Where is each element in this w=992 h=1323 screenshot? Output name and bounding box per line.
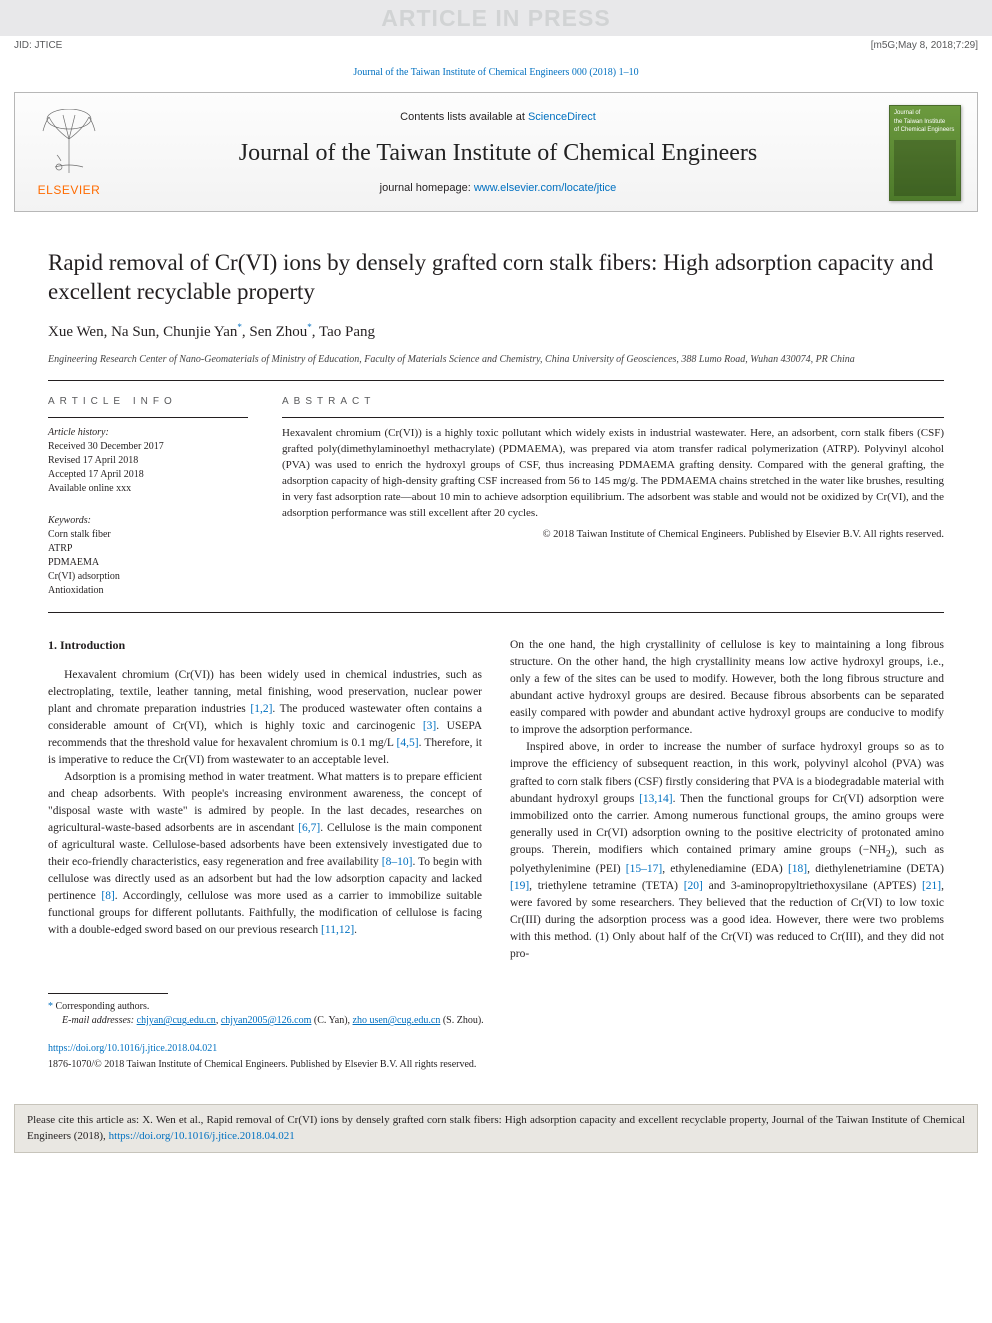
ref-3[interactable]: [3] bbox=[423, 720, 436, 732]
body-col-right: On the one hand, the high crystallinity … bbox=[510, 637, 944, 963]
journal-citation-row: Journal of the Taiwan Institute of Chemi… bbox=[0, 56, 992, 92]
col2-para2: Inspired above, in order to increase the… bbox=[510, 739, 944, 963]
doi-link[interactable]: https://doi.org/10.1016/j.jtice.2018.04.… bbox=[48, 1043, 217, 1054]
journal-citation-link[interactable]: Journal of the Taiwan Institute of Chemi… bbox=[353, 67, 638, 78]
cite-box: Please cite this article as: X. Wen et a… bbox=[14, 1104, 978, 1153]
keyword-2: PDMAEMA bbox=[48, 556, 248, 570]
article-info-col: article info Article history: Received 3… bbox=[48, 395, 248, 598]
history-accepted: Accepted 17 April 2018 bbox=[48, 468, 248, 482]
history-received: Received 30 December 2017 bbox=[48, 440, 248, 454]
ref-20[interactable]: [20] bbox=[684, 880, 703, 892]
abstract-head: abstract bbox=[282, 395, 944, 409]
ref-1-2[interactable]: [1,2] bbox=[250, 703, 272, 715]
history-label: Article history: bbox=[48, 426, 248, 440]
masthead: ELSEVIER Contents lists available at Sci… bbox=[14, 92, 978, 212]
publisher-logo: ELSEVIER bbox=[31, 108, 107, 199]
corr-asterisk: * bbox=[48, 1001, 53, 1012]
keyword-4: Antioxidation bbox=[48, 584, 248, 598]
email-line: E-mail addresses: chjyan@cug.edu.cn, chj… bbox=[48, 1014, 944, 1028]
article-area: Rapid removal of Cr(VI) ions by densely … bbox=[0, 212, 992, 1084]
ref-19[interactable]: [19] bbox=[510, 880, 529, 892]
email-3-paren: (S. Zhou). bbox=[443, 1015, 484, 1026]
journal-cover-thumb: Journal of the Taiwan Institute of Chemi… bbox=[889, 105, 961, 201]
doi-line: https://doi.org/10.1016/j.jtice.2018.04.… bbox=[48, 1042, 944, 1056]
publisher-name: ELSEVIER bbox=[38, 182, 101, 199]
email-2-paren: (C. Yan), bbox=[314, 1015, 350, 1026]
ref-8[interactable]: [8] bbox=[101, 890, 114, 902]
issn-copyright: 1876-1070/© 2018 Taiwan Institute of Che… bbox=[48, 1058, 944, 1072]
col1-para2: Adsorption is a promising method in wate… bbox=[48, 769, 482, 939]
watermark-bar: ARTICLE IN PRESS bbox=[0, 0, 992, 36]
abstract-copyright: © 2018 Taiwan Institute of Chemical Engi… bbox=[282, 528, 944, 543]
elsevier-tree-icon bbox=[34, 108, 104, 178]
authors: Xue Wen, Na Sun, Chunjie Yan*, Sen Zhou*… bbox=[48, 321, 944, 343]
body-col-left: 1. Introduction Hexavalent chromium (Cr(… bbox=[48, 637, 482, 963]
cover-body bbox=[894, 140, 956, 196]
header-strip: JID: JTICE [m5G;May 8, 2018;7:29] bbox=[0, 36, 992, 56]
masthead-center: Contents lists available at ScienceDirec… bbox=[125, 110, 871, 196]
ref-21[interactable]: [21] bbox=[922, 880, 941, 892]
affiliation: Engineering Research Center of Nano-Geom… bbox=[48, 353, 944, 367]
footnote-rule bbox=[48, 993, 168, 994]
abstract-col: abstract Hexavalent chromium (Cr(VI)) is… bbox=[282, 395, 944, 598]
cite-doi-link[interactable]: https://doi.org/10.1016/j.jtice.2018.04.… bbox=[109, 1130, 295, 1142]
ref-13-14[interactable]: [13,14] bbox=[639, 793, 673, 805]
article-title: Rapid removal of Cr(VI) ions by densely … bbox=[48, 248, 944, 307]
cover-line1: Journal of bbox=[894, 110, 956, 117]
journal-name: Journal of the Taiwan Institute of Chemi… bbox=[125, 137, 871, 171]
abstract-text: Hexavalent chromium (Cr(VI)) is a highly… bbox=[282, 426, 944, 522]
meta-abstract-row: article info Article history: Received 3… bbox=[48, 395, 944, 598]
contents-prefix: Contents lists available at bbox=[400, 111, 528, 123]
keywords-block: Keywords: Corn stalk fiber ATRP PDMAEMA … bbox=[48, 514, 248, 598]
corr-mark-1: * bbox=[237, 322, 242, 332]
corr-note: * Corresponding authors. bbox=[48, 1000, 944, 1014]
ref-6-7[interactable]: [6,7] bbox=[298, 822, 320, 834]
ref-18[interactable]: [18] bbox=[788, 863, 807, 875]
footnotes: * Corresponding authors. E-mail addresse… bbox=[48, 983, 944, 1028]
email-3[interactable]: zho usen@cug.edu.cn bbox=[353, 1015, 441, 1026]
watermark-text: ARTICLE IN PRESS bbox=[381, 2, 610, 34]
rule-mid bbox=[48, 612, 944, 613]
history-revised: Revised 17 April 2018 bbox=[48, 454, 248, 468]
rule-abstract bbox=[282, 417, 944, 418]
jid-left: JID: JTICE bbox=[14, 39, 62, 53]
history-block: Article history: Received 30 December 20… bbox=[48, 426, 248, 496]
corr-mark-2: * bbox=[307, 322, 312, 332]
cover-line3: of Chemical Engineers bbox=[894, 127, 956, 134]
cover-line2: the Taiwan Institute bbox=[894, 119, 956, 126]
ref-15-17[interactable]: [15–17] bbox=[626, 863, 662, 875]
email-label: E-mail addresses: bbox=[62, 1015, 134, 1026]
history-online: Available online xxx bbox=[48, 482, 248, 496]
rule-info bbox=[48, 417, 248, 418]
keyword-3: Cr(VI) adsorption bbox=[48, 570, 248, 584]
email-2[interactable]: chjyan2005@126.com bbox=[221, 1015, 312, 1026]
keyword-1: ATRP bbox=[48, 542, 248, 556]
jid-right: [m5G;May 8, 2018;7:29] bbox=[871, 39, 978, 53]
homepage-line: journal homepage: www.elsevier.com/locat… bbox=[125, 181, 871, 196]
homepage-link[interactable]: www.elsevier.com/locate/jtice bbox=[474, 182, 616, 194]
article-info-head: article info bbox=[48, 395, 248, 409]
homepage-prefix: journal homepage: bbox=[380, 182, 474, 194]
col1-para1: Hexavalent chromium (Cr(VI)) has been wi… bbox=[48, 667, 482, 769]
rule-top bbox=[48, 380, 944, 381]
ref-4-5[interactable]: [4,5] bbox=[397, 737, 419, 749]
email-1[interactable]: chjyan@cug.edu.cn bbox=[137, 1015, 216, 1026]
ref-8-10[interactable]: [8–10] bbox=[382, 856, 413, 868]
keyword-0: Corn stalk fiber bbox=[48, 528, 248, 542]
sciencedirect-link[interactable]: ScienceDirect bbox=[528, 111, 596, 123]
contents-line: Contents lists available at ScienceDirec… bbox=[125, 110, 871, 125]
keywords-label: Keywords: bbox=[48, 514, 248, 528]
body-columns: 1. Introduction Hexavalent chromium (Cr(… bbox=[48, 637, 944, 963]
intro-heading: 1. Introduction bbox=[48, 637, 482, 655]
col2-para1: On the one hand, the high crystallinity … bbox=[510, 637, 944, 739]
ref-11-12[interactable]: [11,12] bbox=[321, 924, 354, 936]
